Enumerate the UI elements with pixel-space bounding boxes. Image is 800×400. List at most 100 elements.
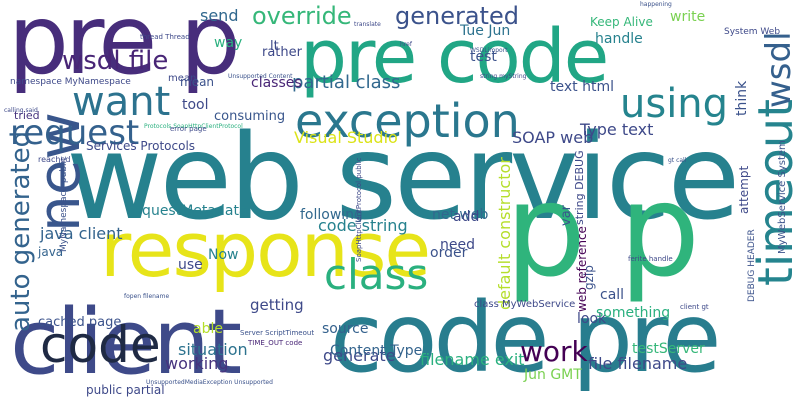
word: think: [734, 80, 750, 116]
word: able: [193, 321, 223, 337]
word: send: [200, 6, 239, 25]
word: tool: [182, 97, 209, 113]
word: System Web: [724, 27, 781, 37]
word: call: [600, 287, 625, 303]
word: thread Thread: [140, 33, 190, 41]
word: string myString: [480, 73, 527, 80]
word: request: [10, 113, 140, 153]
word: need: [440, 237, 475, 253]
word: handle: [595, 31, 643, 47]
word: UnsupportedMediaException Unsupported: [146, 379, 273, 386]
word: default constructor: [495, 157, 514, 310]
word: client: [10, 290, 242, 395]
word: TIME_OUT code: [248, 339, 303, 347]
word: MyWebService System: [777, 140, 788, 254]
word: add: [453, 209, 480, 225]
word: reached: [38, 155, 71, 164]
word: class MyWebService: [474, 299, 576, 310]
word: situation: [178, 340, 248, 359]
word: Jun GMT: [524, 367, 582, 383]
word: lt: [270, 39, 279, 54]
word: class: [324, 250, 429, 299]
word: java client: [40, 224, 123, 243]
word: error page: [170, 125, 207, 133]
word: using: [620, 81, 729, 127]
word: consuming: [214, 109, 286, 124]
word: look: [577, 311, 607, 327]
word: classes: [251, 75, 302, 91]
word: SOAP web: [512, 128, 594, 147]
word: var: [559, 204, 574, 226]
word: pre p: [8, 0, 241, 96]
word: Services Protocols: [86, 139, 196, 153]
word: web service: [66, 108, 740, 246]
word: response: [100, 205, 431, 294]
word: something: [596, 305, 671, 321]
word: net web: [432, 207, 489, 223]
word: Content Type: [330, 343, 423, 359]
word: exception: [295, 94, 520, 148]
word: auto generated: [6, 130, 36, 332]
word: Type text: [580, 120, 654, 139]
word: DEBUG HEADER: [747, 229, 757, 302]
word: cached page: [38, 315, 122, 330]
word: public partial: [86, 383, 165, 397]
word: Tue Jun: [460, 23, 511, 39]
word: source: [322, 321, 369, 337]
word: order: [430, 245, 468, 261]
word: requestMetadata: [128, 203, 248, 219]
word: SoapHttpClientProtocol public: [355, 157, 363, 262]
word: mean: [168, 73, 197, 84]
word: Protocols SoapHttpClientProtocol: [144, 123, 243, 130]
word: test: [470, 49, 497, 65]
word: use: [178, 257, 203, 273]
word: pre code: [300, 14, 609, 100]
word: code pre: [330, 282, 721, 394]
word: working: [165, 354, 229, 373]
word: override: [252, 2, 352, 30]
word: namespace MyNamespace: [10, 77, 131, 87]
word: want: [72, 79, 171, 125]
word: mean: [180, 75, 215, 89]
word: client gt: [680, 303, 709, 311]
word: getting: [250, 296, 304, 314]
word: partial class: [292, 72, 401, 93]
word: java: [38, 245, 64, 259]
word: tried: [14, 109, 40, 122]
word: Server ScriptTimeout: [240, 329, 315, 337]
word: wsdl: [759, 31, 799, 108]
word: write: [670, 9, 706, 25]
word: way: [214, 35, 243, 51]
word: file filename: [588, 354, 688, 373]
word: wsdl file: [62, 46, 169, 76]
word: code string: [318, 216, 408, 235]
word: ferite handle: [628, 255, 673, 263]
word: work: [520, 335, 588, 368]
word: attempt: [737, 165, 751, 214]
word: generated: [395, 2, 519, 30]
word: generate: [323, 346, 396, 365]
word: WSDLimport: [470, 47, 508, 54]
word: Visual Studio: [294, 128, 398, 147]
word: MyNamespace public: [59, 156, 69, 252]
word: Unsupported Content: [228, 73, 293, 80]
word: p p: [505, 157, 700, 306]
word: code: [40, 316, 161, 374]
word: fopen filename: [124, 293, 170, 300]
word: timeout: [748, 98, 800, 286]
word: gzip: [582, 265, 596, 290]
word: rather: [262, 45, 302, 60]
word: text html: [550, 79, 614, 95]
word: filename exit: [420, 350, 525, 369]
word: translate: [354, 21, 381, 28]
word: following: [300, 207, 363, 223]
word: testServer: [632, 341, 705, 357]
word: gt call: [668, 157, 687, 164]
word: Keep Alive: [590, 15, 653, 29]
word: calling said: [4, 107, 38, 114]
word: string DEBUG: [573, 150, 586, 225]
word: Now: [208, 247, 239, 263]
word: href: [400, 41, 412, 48]
word: happening: [640, 1, 672, 8]
